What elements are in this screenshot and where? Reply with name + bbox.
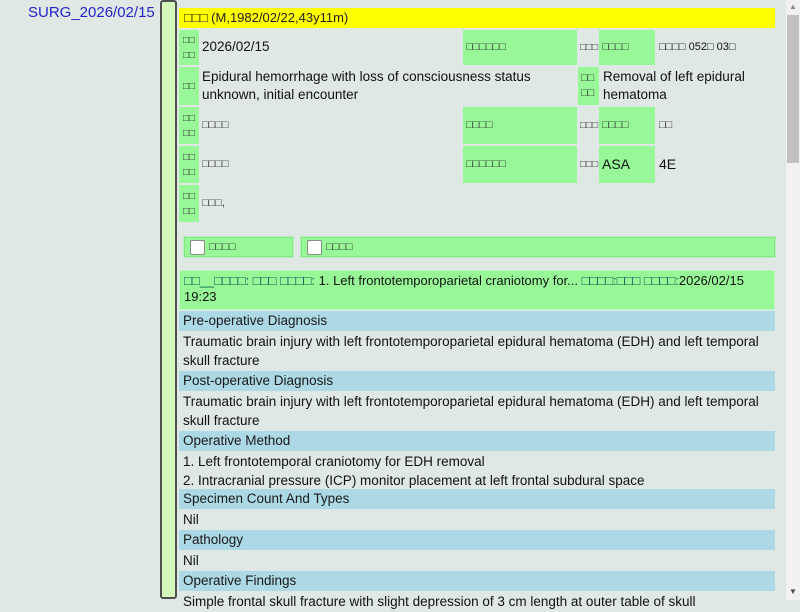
op-note-title: 1. Left frontotemporoparietal craniotomy… (318, 273, 582, 288)
row-label-cell: □□ □□ (179, 146, 199, 183)
table-row: □□ □□ 2026/02/15 □□□□□□ □□□ □□□□ □□□□ 05… (178, 30, 777, 65)
op-note-author-label: □□□□:□□□ □□□□: (581, 273, 679, 288)
green-field[interactable]: □□□□ (599, 107, 655, 144)
section-header-postop-diagnosis: Post-operative Diagnosis (179, 371, 775, 391)
checkbox-1[interactable] (190, 239, 205, 255)
section-header-preop-diagnosis: Pre-operative Diagnosis (179, 311, 775, 331)
asa-class-field[interactable]: ASA (599, 146, 655, 183)
op-note-summary[interactable]: □□__□□□□: □□□ □□□□: 1. Left frontotempor… (179, 270, 775, 310)
checkbox-group-1: □□□□ (183, 236, 294, 258)
section-body-specimen: Nil (183, 512, 199, 527)
surgery-date-value: 2026/02/15 (202, 39, 270, 55)
checkbox-group-2: □□□□ (300, 236, 776, 258)
checkbox-1-label: □□□□ (209, 241, 236, 253)
section-body-postop-diagnosis: Traumatic brain injury with left frontot… (183, 394, 759, 428)
table-row: □□ □□ □□□□ □□□□ □□□ □□□□ □□ (178, 107, 777, 144)
ward-room-value: □□□□ 052□ 03□ (659, 41, 736, 54)
section-header-operative-findings: Operative Findings (179, 571, 775, 591)
scrollbar-thumb[interactable] (787, 15, 799, 163)
op-note-datetime: 2026/02/15 19:23 (184, 273, 744, 304)
checkbox-2-label: □□□□ (326, 241, 353, 253)
table-row: □□ Epidural hemorrhage with loss of cons… (178, 67, 777, 105)
field-label: □□□ (580, 120, 599, 131)
sidebar: SURG_2026/02/15 (0, 0, 160, 600)
table-row: □□ □□ □□□□ □□□□□□ □□□ ASA 4E (178, 146, 777, 183)
row-label-cell: □□ □□ (179, 30, 199, 65)
section-body-operative-findings: Simple frontal skull fracture with sligh… (183, 594, 696, 609)
table-row: □□ □□ □□□, (178, 185, 777, 222)
surgical-record-panel: □□□ (M,1982/02/22,43y11m) □□ □□ 2026/02/… (178, 0, 777, 609)
field-label: □□□ (580, 42, 599, 53)
field-value: □□□□ (202, 119, 229, 132)
sidebar-item-surgery-record[interactable]: SURG_2026/02/15 (28, 4, 155, 21)
green-field[interactable]: □□□□□□ (463, 146, 577, 183)
section-body-pathology: Nil (183, 553, 199, 568)
row-label-cell: □□ □□ (179, 107, 199, 144)
section-body-operative-method: 1. Left frontotemporal craniotomy for ED… (183, 454, 645, 488)
field-value: □□ (659, 119, 673, 132)
field-label: □□□ (580, 159, 599, 170)
section-header-pathology: Pathology (179, 530, 775, 550)
checkbox-2[interactable] (307, 239, 322, 255)
vertical-scrollbar[interactable]: ▲ ▼ (786, 0, 800, 600)
green-field[interactable]: □□□□ (578, 67, 599, 105)
field-value: □□□□ (202, 158, 229, 171)
scroll-down-icon[interactable]: ▼ (789, 587, 797, 596)
section-header-operative-method: Operative Method (179, 431, 775, 451)
pane-splitter[interactable] (160, 0, 177, 599)
field-value: □□□, (202, 197, 225, 210)
checkbox-bar: □□□□ □□□□ (178, 236, 777, 258)
row-label-cell: □□ □□ (179, 185, 199, 222)
green-field[interactable]: □□□□□□ (463, 30, 577, 65)
asa-grade-value: 4E (659, 156, 677, 173)
row-label-cell: □□ (179, 67, 199, 105)
scroll-up-icon[interactable]: ▲ (789, 2, 797, 11)
section-header-specimen: Specimen Count And Types (179, 489, 775, 509)
green-field[interactable]: □□□□ (599, 30, 655, 65)
green-field[interactable]: □□□□ (463, 107, 577, 144)
preop-diagnosis-value: Epidural hemorrhage with loss of conscio… (202, 68, 531, 102)
op-note-label: □□__□□□□: □□□ □□□□: (184, 273, 319, 288)
operation-name-value: Removal of left epidural hematoma (603, 68, 745, 102)
section-body-preop-diagnosis: Traumatic brain injury with left frontot… (183, 334, 759, 368)
patient-title-bar: □□□ (M,1982/02/22,43y11m) (179, 8, 775, 28)
report-sections: Pre-operative Diagnosis Traumatic brain … (179, 311, 775, 612)
